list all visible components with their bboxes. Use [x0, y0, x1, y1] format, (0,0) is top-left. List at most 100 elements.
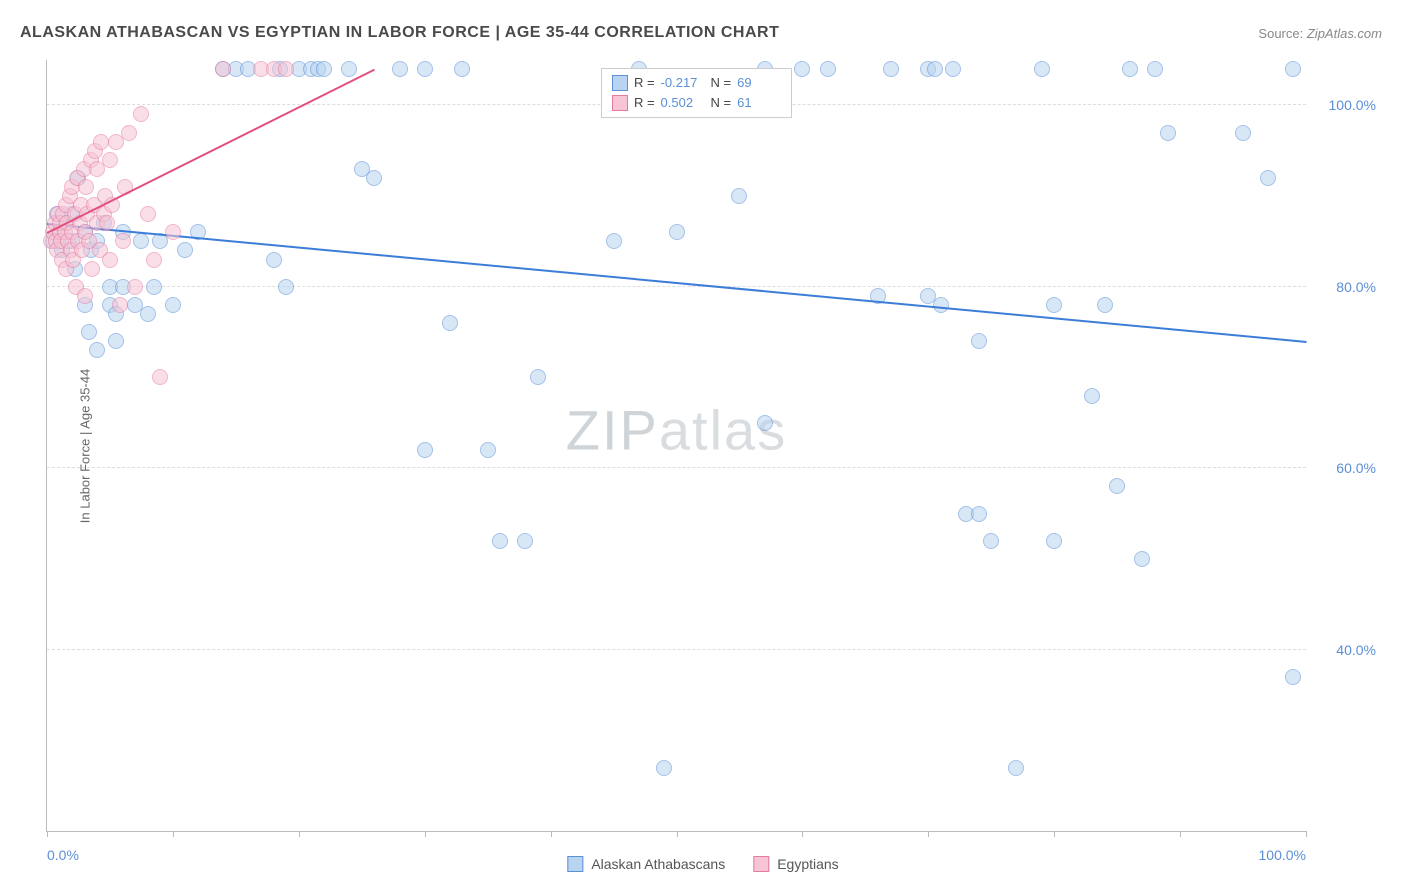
legend-label-1: Egyptians	[777, 856, 838, 872]
data-point	[1008, 760, 1024, 776]
data-point	[146, 252, 162, 268]
data-point	[127, 279, 143, 295]
n-value: 69	[737, 75, 781, 90]
x-tick	[551, 831, 552, 837]
data-point	[1046, 533, 1062, 549]
data-point	[121, 125, 137, 141]
chart-title: ALASKAN ATHABASCAN VS EGYPTIAN IN LABOR …	[20, 24, 779, 42]
data-point	[146, 279, 162, 295]
data-point	[883, 61, 899, 77]
data-point	[820, 61, 836, 77]
data-point	[278, 279, 294, 295]
x-tick	[802, 831, 803, 837]
trendline-0	[47, 223, 1306, 343]
data-point	[1097, 297, 1113, 313]
data-point	[669, 224, 685, 240]
legend-item-egyptians: Egyptians	[753, 856, 838, 872]
x-tick	[173, 831, 174, 837]
stats-row: R = -0.217 N = 69	[612, 73, 781, 93]
data-point	[1235, 125, 1251, 141]
plot-area: ZIPatlas 40.0%60.0%80.0%100.0%0.0%100.0%…	[46, 60, 1306, 832]
data-point	[102, 252, 118, 268]
data-point	[93, 134, 109, 150]
data-point	[1122, 61, 1138, 77]
data-point	[656, 760, 672, 776]
data-point	[152, 369, 168, 385]
data-point	[1285, 669, 1301, 685]
x-tick	[677, 831, 678, 837]
x-tick	[928, 831, 929, 837]
x-tick	[47, 831, 48, 837]
data-point	[417, 442, 433, 458]
data-point	[933, 297, 949, 313]
data-point	[77, 288, 93, 304]
data-point	[517, 533, 533, 549]
data-point	[99, 215, 115, 231]
watermark: ZIPatlas	[566, 398, 787, 463]
data-point	[731, 188, 747, 204]
data-point	[1160, 125, 1176, 141]
data-point	[927, 61, 943, 77]
data-point	[316, 61, 332, 77]
x-tick	[1306, 831, 1307, 837]
data-point	[165, 224, 181, 240]
data-point	[133, 233, 149, 249]
stats-legend: R =-0.217N =69R =0.502N =61	[601, 68, 792, 118]
data-point	[757, 415, 773, 431]
source-name: ZipAtlas.com	[1307, 26, 1382, 41]
data-point	[480, 442, 496, 458]
data-point	[1084, 388, 1100, 404]
data-point	[108, 333, 124, 349]
y-tick-label: 60.0%	[1316, 460, 1376, 476]
data-point	[278, 61, 294, 77]
data-point	[971, 333, 987, 349]
stats-swatch	[612, 75, 628, 91]
data-point	[454, 61, 470, 77]
data-point	[366, 170, 382, 186]
n-label: N =	[711, 75, 732, 90]
n-label: N =	[711, 95, 732, 110]
data-point	[530, 369, 546, 385]
x-max-label: 100.0%	[1259, 847, 1306, 863]
data-point	[140, 206, 156, 222]
y-tick-label: 40.0%	[1316, 642, 1376, 658]
r-label: R =	[634, 75, 655, 90]
data-point	[983, 533, 999, 549]
gridline-h	[47, 467, 1306, 468]
data-point	[794, 61, 810, 77]
x-tick	[1180, 831, 1181, 837]
n-value: 61	[737, 95, 781, 110]
data-point	[945, 61, 961, 77]
legend-item-athabascans: Alaskan Athabascans	[567, 856, 725, 872]
stats-swatch	[612, 95, 628, 111]
data-point	[1260, 170, 1276, 186]
data-point	[442, 315, 458, 331]
data-point	[1034, 61, 1050, 77]
data-point	[266, 252, 282, 268]
data-point	[177, 242, 193, 258]
watermark-bold: ZIP	[566, 399, 659, 462]
data-point	[341, 61, 357, 77]
data-point	[140, 306, 156, 322]
stats-row: R =0.502N =61	[612, 93, 781, 113]
x-tick	[1054, 831, 1055, 837]
data-point	[115, 233, 131, 249]
r-label: R =	[634, 95, 655, 110]
data-point	[417, 61, 433, 77]
x-tick	[299, 831, 300, 837]
legend-swatch-blue	[567, 856, 583, 872]
legend-label-0: Alaskan Athabascans	[591, 856, 725, 872]
data-point	[1046, 297, 1062, 313]
bottom-legend: Alaskan Athabascans Egyptians	[567, 856, 838, 872]
data-point	[165, 297, 181, 313]
gridline-h	[47, 286, 1306, 287]
y-tick-label: 100.0%	[1316, 97, 1376, 113]
data-point	[1134, 551, 1150, 567]
source-attribution: Source: ZipAtlas.com	[1258, 26, 1382, 41]
data-point	[133, 106, 149, 122]
y-tick-label: 80.0%	[1316, 279, 1376, 295]
data-point	[1285, 61, 1301, 77]
data-point	[112, 297, 128, 313]
r-value: -0.217	[661, 75, 705, 90]
data-point	[1109, 478, 1125, 494]
